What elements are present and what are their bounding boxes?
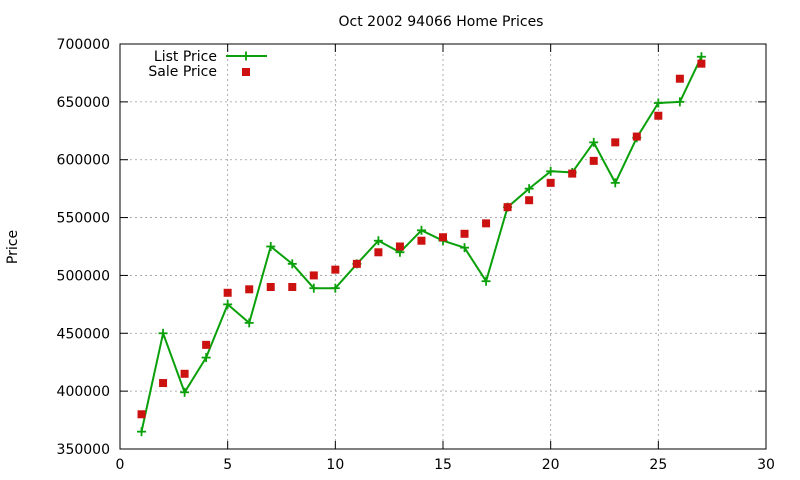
sale-price-point [223, 288, 232, 297]
list-price-point [373, 236, 383, 246]
y-tick-label: 450000 [57, 326, 110, 342]
sale-price-point [137, 410, 146, 419]
list-price-point [287, 259, 297, 269]
y-axis-label: Price [5, 230, 21, 264]
x-tick-label: 15 [434, 457, 452, 473]
sale-price-point [331, 265, 340, 274]
sale-price-point [202, 340, 211, 349]
sale-price-point [460, 229, 469, 238]
sale-price-point [159, 379, 168, 388]
sale-price-point [266, 283, 275, 291]
list-price-point [610, 178, 620, 188]
sale-price-point [525, 196, 534, 205]
legend-label-list-price: List Price [154, 49, 217, 65]
sale-price-point [245, 285, 254, 294]
x-tick-label: 30 [757, 457, 775, 473]
sale-price-point [568, 169, 577, 178]
sale-price-point [180, 369, 189, 378]
sale-price-point [288, 283, 297, 291]
y-tick-label: 550000 [57, 211, 110, 227]
list-price-point [158, 328, 168, 338]
sale-price-point [352, 259, 361, 268]
list-price-point [546, 166, 556, 176]
list-price-point [244, 318, 254, 328]
sale-price-point [439, 233, 447, 242]
grid [120, 44, 766, 449]
sale-price-point [697, 59, 706, 68]
sale-price-point [395, 242, 404, 251]
y-tick-label: 350000 [57, 442, 110, 458]
y-tick-label: 650000 [57, 95, 110, 111]
list-price-point [481, 276, 491, 286]
sale-price-point [654, 111, 663, 120]
x-tick-label: 20 [542, 457, 560, 473]
x-tick-label: 0 [116, 457, 125, 473]
legend-label-sale-price: Sale Price [148, 64, 217, 80]
legend-swatch-sale-price [242, 68, 250, 76]
sale-price-point [675, 74, 684, 83]
sale-price-point [503, 203, 512, 212]
chart-title: Oct 2002 94066 Home Prices [339, 14, 544, 30]
sale-price-point [482, 219, 491, 228]
x-tick-label: 10 [326, 457, 344, 473]
y-tick-label: 600000 [57, 153, 110, 169]
list-price-point [589, 137, 599, 147]
series-sale-price [137, 59, 706, 419]
sale-price-point [309, 271, 318, 280]
sale-price-point [611, 138, 620, 147]
legend: List Price Sale Price [148, 49, 267, 80]
list-price-point [653, 98, 663, 108]
legend-swatch-list-price-marker [241, 51, 251, 61]
list-price-point [330, 283, 340, 293]
x-tick-label: 5 [223, 457, 232, 473]
list-price-point [137, 427, 147, 437]
list-price-point [416, 225, 426, 235]
list-price-point [309, 283, 319, 293]
sale-price-point [374, 248, 383, 257]
sale-price-point [589, 156, 598, 165]
sale-price-point [546, 178, 555, 187]
series-list-price [137, 52, 706, 437]
y-tick-label: 700000 [57, 37, 110, 53]
x-axis-tick-labels: 0 5 10 15 20 25 30 [116, 457, 775, 473]
series [137, 52, 706, 437]
list-price-point [524, 184, 534, 194]
axis-ticks [119, 43, 767, 450]
list-price-point [223, 299, 233, 309]
list-price-point [180, 387, 190, 397]
y-axis-tick-labels: 350000 400000 450000 500000 550000 600000 6500… [57, 37, 110, 458]
list-price-point [266, 242, 276, 251]
list-price-point [460, 243, 470, 253]
sale-price-point [417, 236, 426, 245]
y-tick-label: 500000 [57, 268, 110, 284]
list-price-point [675, 97, 685, 107]
y-tick-label: 400000 [57, 384, 110, 400]
list-price-point [201, 353, 211, 363]
sale-price-point [632, 132, 641, 141]
x-tick-label: 25 [649, 457, 667, 473]
